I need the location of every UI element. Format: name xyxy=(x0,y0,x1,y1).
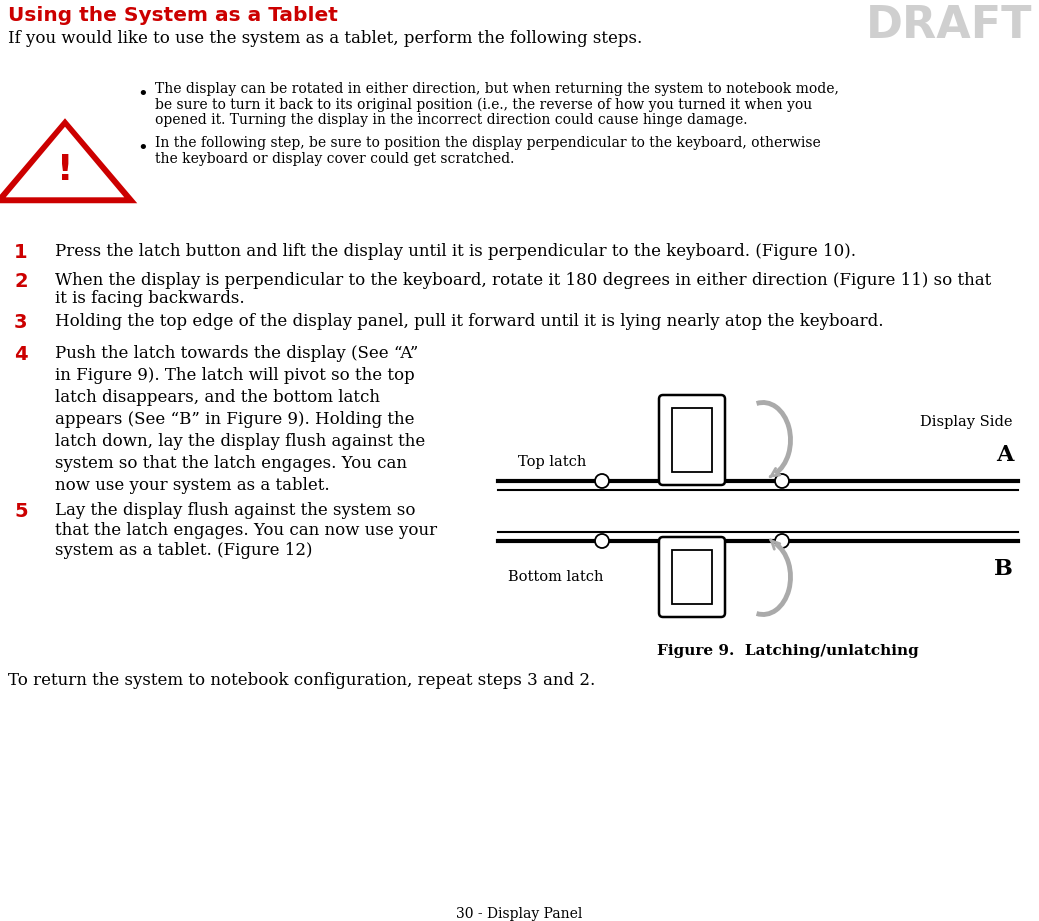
Text: 30 - Display Panel: 30 - Display Panel xyxy=(456,907,582,921)
Text: in Figure 9). The latch will pivot so the top: in Figure 9). The latch will pivot so th… xyxy=(55,367,415,384)
Text: latch down, lay the display flush against the: latch down, lay the display flush agains… xyxy=(55,433,425,450)
Text: Lay the display flush against the system so: Lay the display flush against the system… xyxy=(55,502,416,519)
Text: now use your system as a tablet.: now use your system as a tablet. xyxy=(55,477,329,494)
Text: B: B xyxy=(994,558,1013,580)
Text: system so that the latch engages. You can: system so that the latch engages. You ca… xyxy=(55,455,407,472)
Text: latch disappears, and the bottom latch: latch disappears, and the bottom latch xyxy=(55,389,380,406)
Circle shape xyxy=(775,474,789,488)
Circle shape xyxy=(775,534,789,548)
Text: Top latch: Top latch xyxy=(518,455,586,469)
Text: it is facing backwards.: it is facing backwards. xyxy=(55,290,244,307)
Text: Using the System as a Tablet: Using the System as a Tablet xyxy=(8,6,338,25)
Bar xyxy=(672,408,712,472)
Text: DRAFT: DRAFT xyxy=(865,4,1032,47)
Bar xyxy=(672,550,712,604)
Text: The display can be rotated in either direction, but when returning the system to: The display can be rotated in either dir… xyxy=(155,82,838,96)
Text: To return the system to notebook configuration, repeat steps 3 and 2.: To return the system to notebook configu… xyxy=(8,672,595,689)
Text: If you would like to use the system as a tablet, perform the following steps.: If you would like to use the system as a… xyxy=(8,30,642,47)
Circle shape xyxy=(595,534,609,548)
Text: In the following step, be sure to position the display perpendicular to the keyb: In the following step, be sure to positi… xyxy=(155,136,821,150)
Text: 2: 2 xyxy=(14,272,28,291)
Polygon shape xyxy=(6,127,125,197)
Text: system as a tablet. (Figure 12): system as a tablet. (Figure 12) xyxy=(55,542,313,559)
Text: Press the latch button and lift the display until it is perpendicular to the key: Press the latch button and lift the disp… xyxy=(55,243,856,260)
FancyBboxPatch shape xyxy=(659,537,725,617)
Text: Bottom latch: Bottom latch xyxy=(508,570,604,584)
Text: 4: 4 xyxy=(14,345,28,364)
FancyBboxPatch shape xyxy=(659,395,725,485)
Polygon shape xyxy=(0,118,137,204)
Text: !: ! xyxy=(57,153,74,187)
Text: When the display is perpendicular to the keyboard, rotate it 180 degrees in eith: When the display is perpendicular to the… xyxy=(55,272,991,289)
Text: Display Side: Display Side xyxy=(921,415,1013,429)
Text: the keyboard or display cover could get scratched.: the keyboard or display cover could get … xyxy=(155,152,514,166)
Text: Figure 9.  Latching/unlatching: Figure 9. Latching/unlatching xyxy=(657,644,918,658)
Text: 5: 5 xyxy=(14,502,28,521)
Text: •: • xyxy=(137,141,148,158)
Text: opened it. Turning the display in the incorrect direction could cause hinge dama: opened it. Turning the display in the in… xyxy=(155,113,747,127)
Text: •: • xyxy=(137,86,148,104)
Text: A: A xyxy=(995,444,1013,466)
Text: that the latch engages. You can now use your: that the latch engages. You can now use … xyxy=(55,522,437,539)
Text: appears (See “B” in Figure 9). Holding the: appears (See “B” in Figure 9). Holding t… xyxy=(55,411,415,428)
Text: Push the latch towards the display (See “A”: Push the latch towards the display (See … xyxy=(55,345,419,362)
Text: 1: 1 xyxy=(14,243,28,262)
Text: Holding the top edge of the display panel, pull it forward until it is lying nea: Holding the top edge of the display pane… xyxy=(55,313,883,330)
Text: 3: 3 xyxy=(14,313,27,332)
Text: be sure to turn it back to its original position (i.e., the reverse of how you t: be sure to turn it back to its original … xyxy=(155,98,812,111)
Circle shape xyxy=(595,474,609,488)
